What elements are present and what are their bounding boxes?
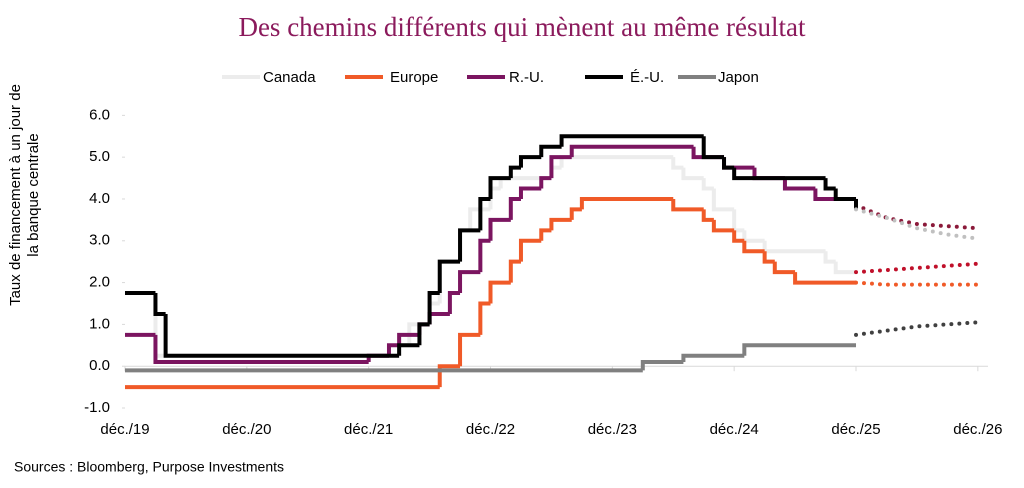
forecast-line [854,320,980,337]
step-segment [701,178,714,191]
step-segment [468,207,491,231]
step-segment [711,219,735,233]
y-tick-label: 4.0 [89,190,110,207]
legend-label: Canada [263,69,316,86]
step-segment [539,228,552,241]
step-segment [397,343,420,356]
step-segment [701,209,714,222]
step-segment [508,165,521,179]
step-segment [397,332,420,346]
step-segment [732,167,826,181]
x-tick-label: déc./19 [100,421,149,438]
step-segment [427,291,440,325]
source-note: Sources : Bloomberg, Purpose Investments [14,459,284,475]
step-segment [153,293,400,358]
step-segment [488,176,511,199]
legend-label: É.-U. [630,69,664,86]
step-segment [508,259,521,283]
step-segment [640,360,684,371]
forecast-line [854,261,980,275]
step-segment [478,238,491,273]
x-tick-label: déc./24 [710,421,759,438]
step-segment [569,144,694,158]
y-tick-label: -1.0 [84,399,110,416]
step-segment [488,280,511,304]
step-segment [742,230,765,243]
x-tick-label: déc./25 [831,421,880,438]
forecast-line [854,203,980,231]
step-segment [782,178,816,191]
step-segment [833,188,857,201]
legend-label: Japon [718,69,759,86]
step-segment [762,240,826,254]
step-segment [386,343,400,356]
step-segment [518,238,542,262]
legend-label: Europe [390,69,438,86]
step-segment [559,155,674,168]
forecast-line [854,207,980,241]
step-segment [447,291,461,314]
step-segment [549,217,572,231]
step-segment [711,188,735,212]
y-tick-label: 5.0 [89,148,110,165]
step-segment [163,313,400,358]
y-tick-label: 6.0 [89,106,110,123]
step-segment [732,230,745,243]
y-axis-title-line: la banque centrale [25,133,42,256]
step-segment [569,207,582,220]
y-tick-label: 0.0 [89,357,110,374]
x-tick-label: déc./26 [953,421,1002,438]
x-tick-label: déc./22 [466,421,515,438]
step-segment [437,259,461,294]
y-tick-label: 1.0 [89,315,110,332]
y-tick-label: 2.0 [89,274,110,291]
x-tick-label: déc./20 [222,421,271,438]
step-segment [539,176,552,189]
step-segment [417,322,430,346]
y-axis-title-line: Taux de financement à un jour de [7,84,24,306]
step-segment [732,209,745,233]
step-segment [742,240,765,254]
step-segment [427,311,450,325]
step-segment [742,343,857,356]
chart-title: Des chemins différents qui mènent au mêm… [238,12,806,42]
step-segment [437,364,461,388]
step-segment [671,157,684,170]
step-segment [762,251,775,264]
step-segment [772,261,796,275]
step-segment [833,261,857,275]
y-axis-title: Taux de financement à un jour de la banq… [7,84,42,306]
y-tick-label: 3.0 [89,232,110,249]
step-segment [518,186,542,199]
step-segment [458,270,481,294]
step-segment [793,272,857,285]
step-segment [681,353,745,363]
step-segment [478,301,491,335]
x-tick-label: déc./23 [588,421,637,438]
step-segment [722,157,735,170]
step-segment [478,196,491,231]
step-segment [458,228,481,262]
step-segment [559,134,704,147]
step-segment [153,293,166,316]
step-segment [549,155,572,179]
x-tick-label: déc./21 [344,421,393,438]
step-segment [458,332,481,367]
forecast-line [854,280,980,287]
step-segment [153,334,369,365]
step-segment [681,167,704,181]
step-segment [671,198,704,212]
step-segment [701,136,725,160]
step-segment [508,196,521,220]
step-segment [579,196,674,210]
step-segment [823,178,836,191]
step-segment [823,251,836,264]
step-segment [539,144,562,158]
step-segment [518,155,542,168]
step-segment [488,217,511,241]
legend-label: R.-U. [509,69,544,86]
